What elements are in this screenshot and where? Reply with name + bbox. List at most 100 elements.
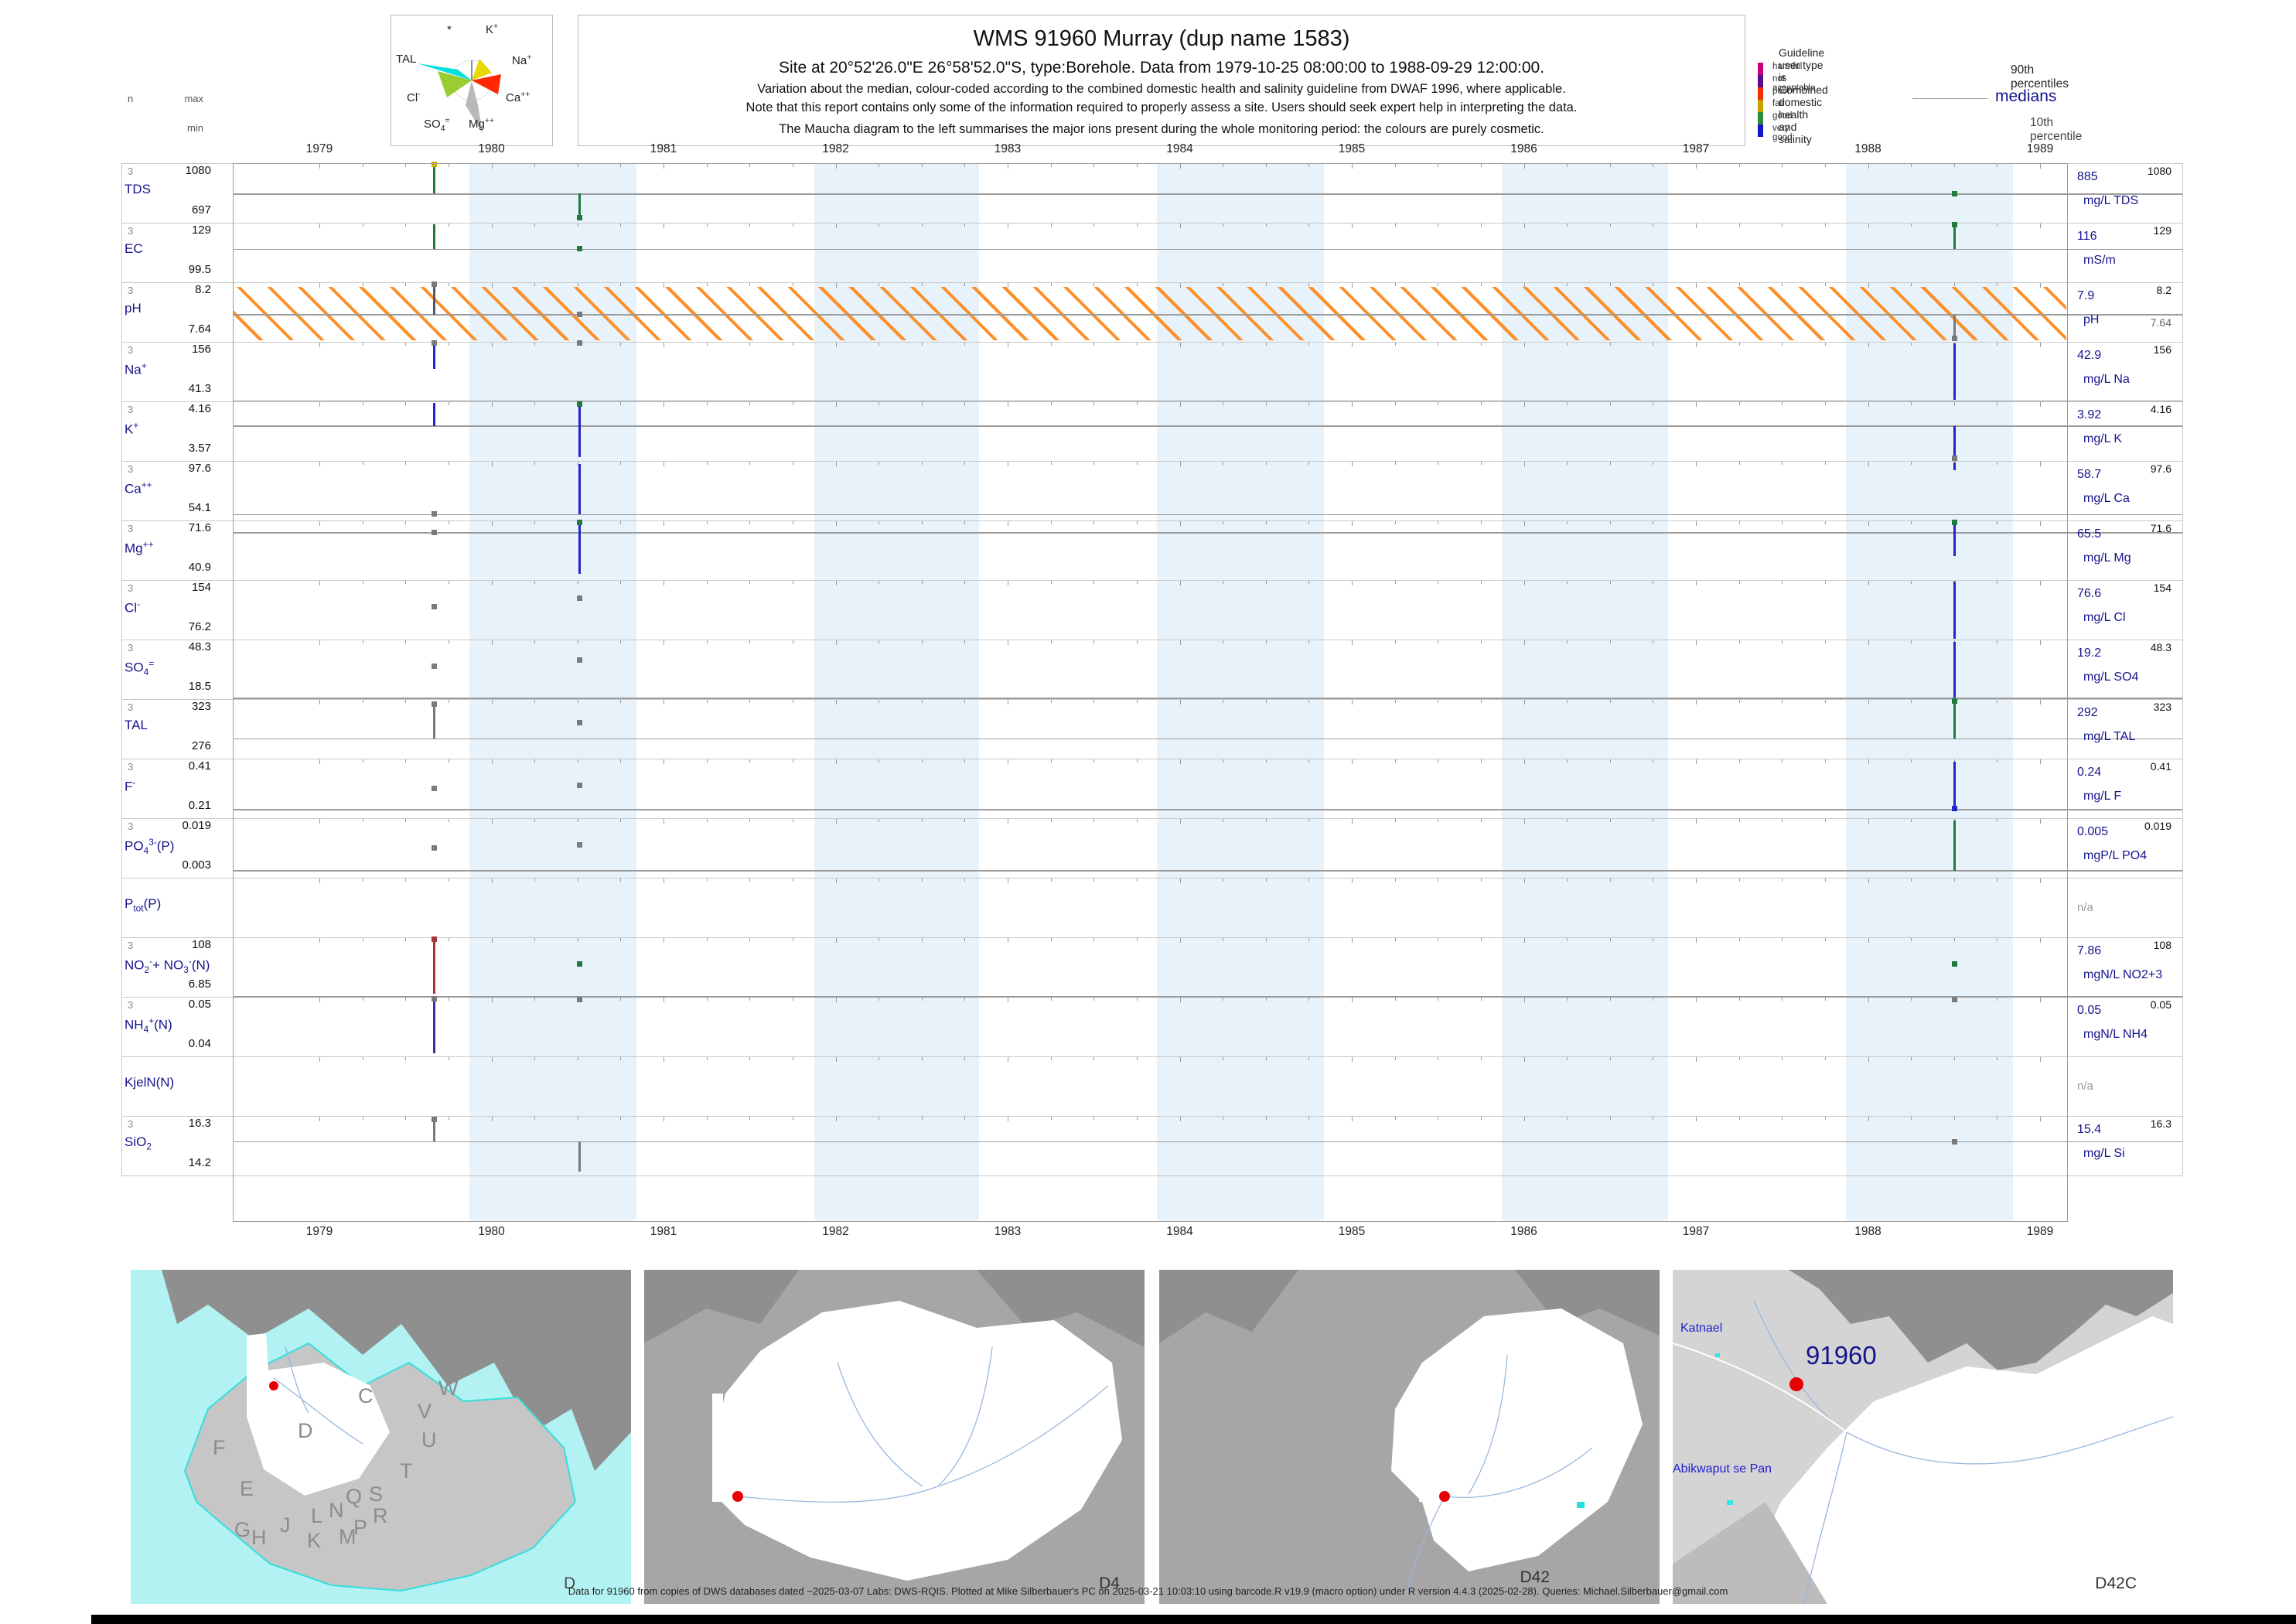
minor-tick (1136, 343, 1138, 346)
minor-tick (1136, 640, 1138, 643)
minor-tick (878, 581, 880, 584)
year-tick (319, 819, 320, 824)
minor-tick (1093, 283, 1095, 286)
year-tick (835, 640, 837, 645)
minor-tick (405, 998, 407, 1001)
sample-range-line (433, 285, 436, 315)
x-axis-year-bottom: 1985 (1338, 1225, 1366, 1238)
minor-tick (706, 1117, 708, 1120)
minor-tick (1136, 998, 1138, 1001)
param-name: Na+ (125, 360, 147, 377)
x-axis-year-bottom: 1988 (1854, 1225, 1881, 1238)
param-unit: mg/L Cl (2083, 611, 2126, 624)
median-line (233, 248, 2182, 251)
year-tick (1179, 640, 1181, 645)
drainage-region-letter-V: V (418, 1400, 432, 1423)
year-tick (1523, 759, 1525, 764)
sample-dot (1951, 1138, 1957, 1145)
minor-tick (1953, 819, 1955, 822)
drainage-region-letter-L: L (311, 1504, 322, 1527)
year-tick (1352, 283, 1353, 288)
guideline-class-label: poor (1772, 87, 1791, 96)
minor-tick (1308, 462, 1310, 465)
minor-tick (921, 1117, 923, 1120)
year-tick (2040, 402, 2041, 407)
minor-tick (1953, 1057, 1955, 1060)
param-max: 1080 (185, 164, 211, 177)
param-min: 41.3 (188, 382, 211, 395)
year-tick (1868, 879, 1869, 883)
year-tick (1523, 462, 1525, 466)
minor-tick (620, 462, 622, 465)
year-tick (1523, 521, 1525, 526)
year-tick (1868, 223, 1869, 228)
param-max: 97.6 (188, 462, 211, 475)
year-tick (1868, 700, 1869, 705)
guideline-class-label: fair (1772, 99, 1785, 108)
maucha-label-k: K+ (486, 22, 499, 36)
param-left-cell-PO4: 3 0.019 PO43-(P) 0.003 (121, 818, 233, 878)
minor-tick (749, 223, 751, 227)
sample-dot (432, 1117, 438, 1123)
minor-tick (749, 462, 751, 465)
year-tick (2040, 343, 2041, 347)
param-min: 14.2 (188, 1156, 211, 1169)
param-right-cell-TDS: 885 mg/L TDS 1080 (2066, 163, 2182, 223)
minor-tick (1480, 1057, 1482, 1060)
minor-tick (1480, 998, 1482, 1001)
minor-tick (964, 640, 966, 643)
minor-tick (749, 343, 751, 346)
minor-tick (1911, 998, 1912, 1001)
minor-tick (706, 343, 708, 346)
sample-range-line (1953, 343, 1956, 401)
minor-tick (1953, 283, 1955, 286)
sample-dot (1951, 221, 1957, 227)
param-min: 7.64 (188, 322, 211, 336)
param-left-cell-pH: 3 8.2 pH 7.64 (121, 282, 233, 342)
minor-tick (1050, 1117, 1052, 1120)
minor-tick (878, 521, 880, 524)
year-tick (1179, 462, 1181, 466)
min-header: min (187, 122, 203, 134)
minor-tick (878, 283, 880, 286)
minor-tick (1308, 581, 1310, 584)
param-right-cell-pH: 7.9 pH 8.2 7.64 (2066, 282, 2182, 342)
minor-tick (534, 521, 536, 524)
sample-dot (432, 340, 438, 346)
year-tick (1696, 223, 1697, 228)
year-tick (319, 343, 320, 347)
minor-tick (1567, 879, 1568, 882)
minor-tick (620, 402, 622, 405)
param-max: 71.6 (188, 521, 211, 534)
minor-tick (1609, 1057, 1611, 1060)
sample-range-line (433, 704, 436, 739)
param-left-cell-Mg: 3 71.6 Mg++ 40.9 (121, 520, 233, 580)
param-n: 3 (128, 463, 134, 475)
minor-tick (749, 700, 751, 703)
sample-range-line (1953, 462, 1956, 470)
minor-tick (921, 283, 923, 286)
minor-tick (534, 938, 536, 941)
minor-tick (964, 819, 966, 822)
minor-tick (1093, 581, 1095, 584)
param-name: NO2-+ NO3-(N) (125, 956, 210, 976)
minor-tick (921, 879, 923, 882)
minor-tick (1953, 938, 1955, 941)
minor-tick (706, 223, 708, 227)
minor-tick (921, 402, 923, 405)
param-max: 323 (191, 700, 211, 713)
maucha-label-star: * (447, 23, 452, 36)
param-min: 54.1 (188, 501, 211, 514)
param-n: 3 (128, 1118, 134, 1130)
param-left-cell-Na: 3 156 Na+ 41.3 (121, 342, 233, 401)
minor-tick (1394, 343, 1396, 346)
param-name: Mg++ (125, 539, 154, 556)
year-tick (835, 759, 837, 764)
minor-tick (1093, 164, 1095, 167)
minor-tick (405, 581, 407, 584)
year-tick (1179, 343, 1181, 347)
minor-tick (534, 700, 536, 703)
minor-tick (405, 1057, 407, 1060)
x-axis-year-bottom: 1983 (994, 1225, 1022, 1238)
year-tick (1352, 700, 1353, 705)
